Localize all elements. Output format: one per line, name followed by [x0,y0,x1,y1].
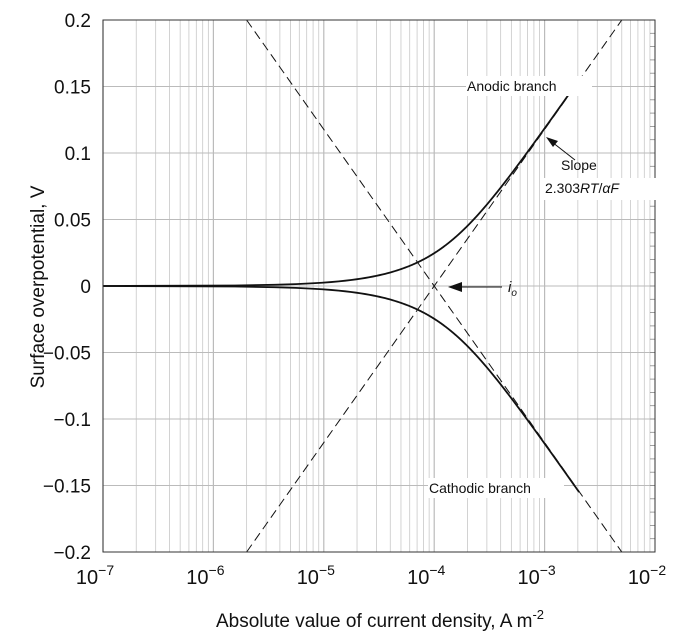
y-tick-label: 0.05 [54,211,91,232]
y-tick-label: 0 [80,277,91,298]
series-lines [102,19,623,553]
slope-formula: 2.303RT/αF [545,180,620,196]
x-tick-label: 10−2 [628,562,666,589]
slope-arrow [546,137,576,161]
y-tick-label: −0.2 [53,543,91,564]
anodic-branch-label: Anodic branch [467,78,557,94]
plot-frame [102,19,656,553]
slope-label-bg [544,178,676,200]
x-axis-label: Absolute value of current density, A m-2 [216,607,544,632]
y-tick-label: −0.15 [43,477,91,498]
y-tick-labels: 0.2 0.15 0.1 0.05 0 −0.05 −0.1 −0.15 −0.2 [43,11,91,564]
series-anodic-branch [102,79,580,287]
x-tick-label: 10−6 [186,562,224,589]
y-tick-label: −0.05 [43,344,91,365]
x-tick-label: 10−4 [407,562,445,589]
x-tick-labels: 10−7 10−6 10−5 10−4 10−3 10−2 [76,562,666,589]
y-tick-label: 0.1 [65,144,91,165]
io-arrow [448,282,502,292]
slope-label: Slope [561,157,597,173]
y-tick-label: 0.2 [65,11,91,32]
anodic-label-bg [466,76,592,96]
io-label: io [508,279,517,299]
cathodic-branch-label: Cathodic branch [429,480,531,496]
x-tick-label: 10−5 [297,562,335,589]
y-axis-label: Surface overpotential, V [28,185,49,388]
cathodic-label-bg [428,478,564,498]
series-cathodic-tafel-line [246,19,623,553]
x-tick-label: 10−7 [76,562,114,589]
x-tick-label: 10−3 [517,562,555,589]
y-tick-label: −0.1 [53,410,91,431]
series-cathodic-branch [102,285,580,493]
y-tick-label: 0.15 [54,78,91,99]
